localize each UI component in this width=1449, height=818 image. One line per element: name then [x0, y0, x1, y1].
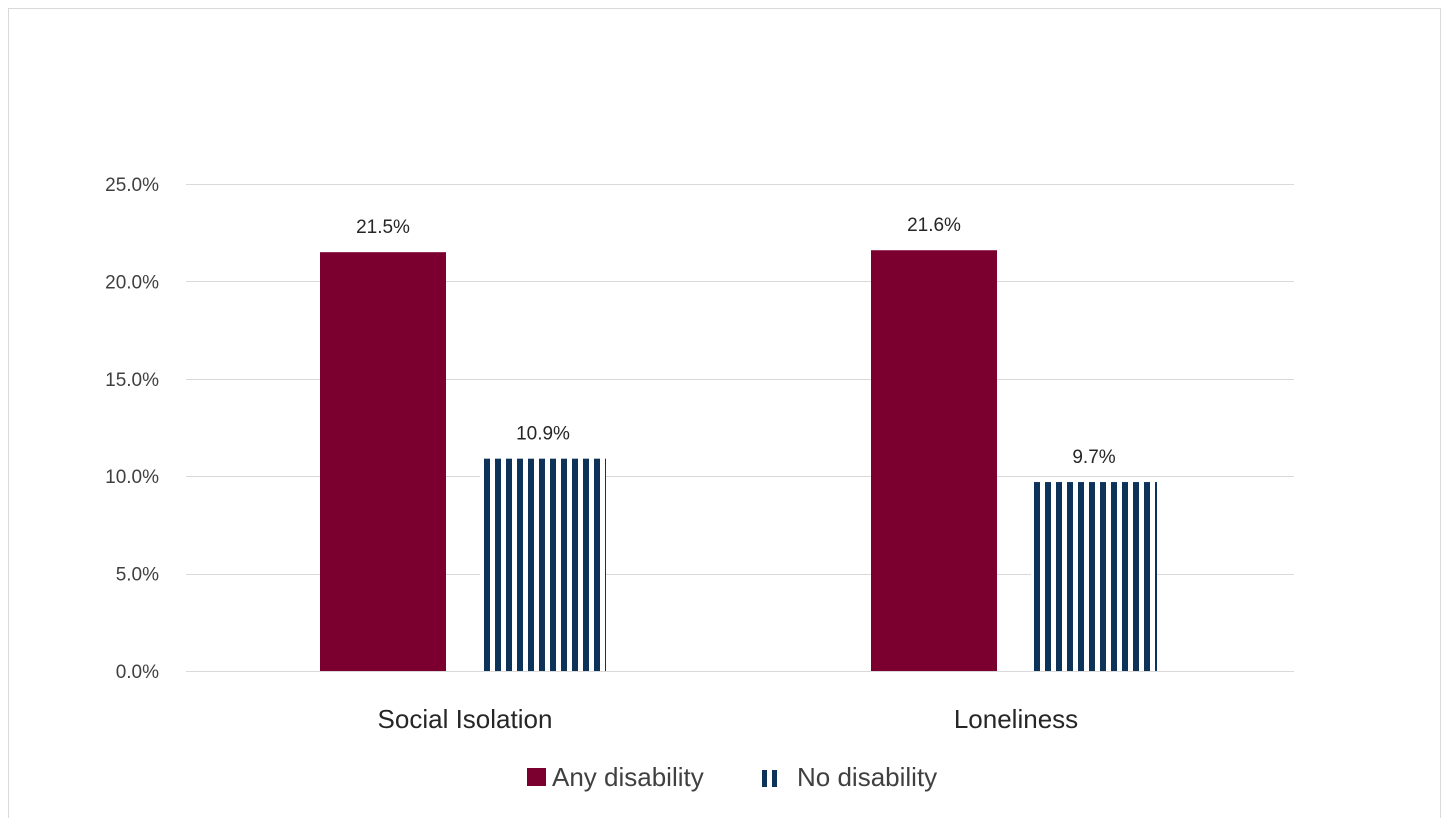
bar-any-disability [320, 252, 446, 671]
bar-no-disability [480, 458, 606, 671]
y-axis: 0.0% 5.0% 10.0% 15.0% 20.0% 25.0% [105, 175, 159, 683]
y-tick-label: 5.0% [116, 565, 159, 586]
bar-no-disability [1031, 482, 1157, 671]
legend-swatch-no-disability [762, 770, 777, 787]
legend-label-no-disability: No disability [797, 762, 937, 792]
x-category-label: Social Isolation [378, 704, 553, 734]
x-axis: Social Isolation Loneliness [378, 704, 1079, 734]
y-tick-label: 10.0% [105, 467, 159, 488]
chart-area [8, 8, 1441, 818]
legend-label-any-disability: Any disability [552, 762, 704, 792]
data-label: 10.9% [516, 424, 570, 445]
data-label: 21.5% [356, 217, 410, 238]
y-tick-label: 0.0% [116, 662, 159, 683]
data-labels: 21.5% 21.6% 10.9% 9.7% [356, 215, 1116, 468]
data-label: 9.7% [1072, 447, 1115, 468]
y-tick-label: 20.0% [105, 272, 159, 293]
data-label: 21.6% [907, 215, 961, 236]
y-tick-label: 15.0% [105, 370, 159, 391]
bars [320, 250, 1157, 671]
x-category-label: Loneliness [954, 704, 1078, 734]
y-tick-label: 25.0% [105, 175, 159, 196]
legend: Any disability No disability [527, 762, 937, 792]
bar-any-disability [871, 250, 997, 671]
legend-swatch-any-disability [527, 768, 546, 786]
